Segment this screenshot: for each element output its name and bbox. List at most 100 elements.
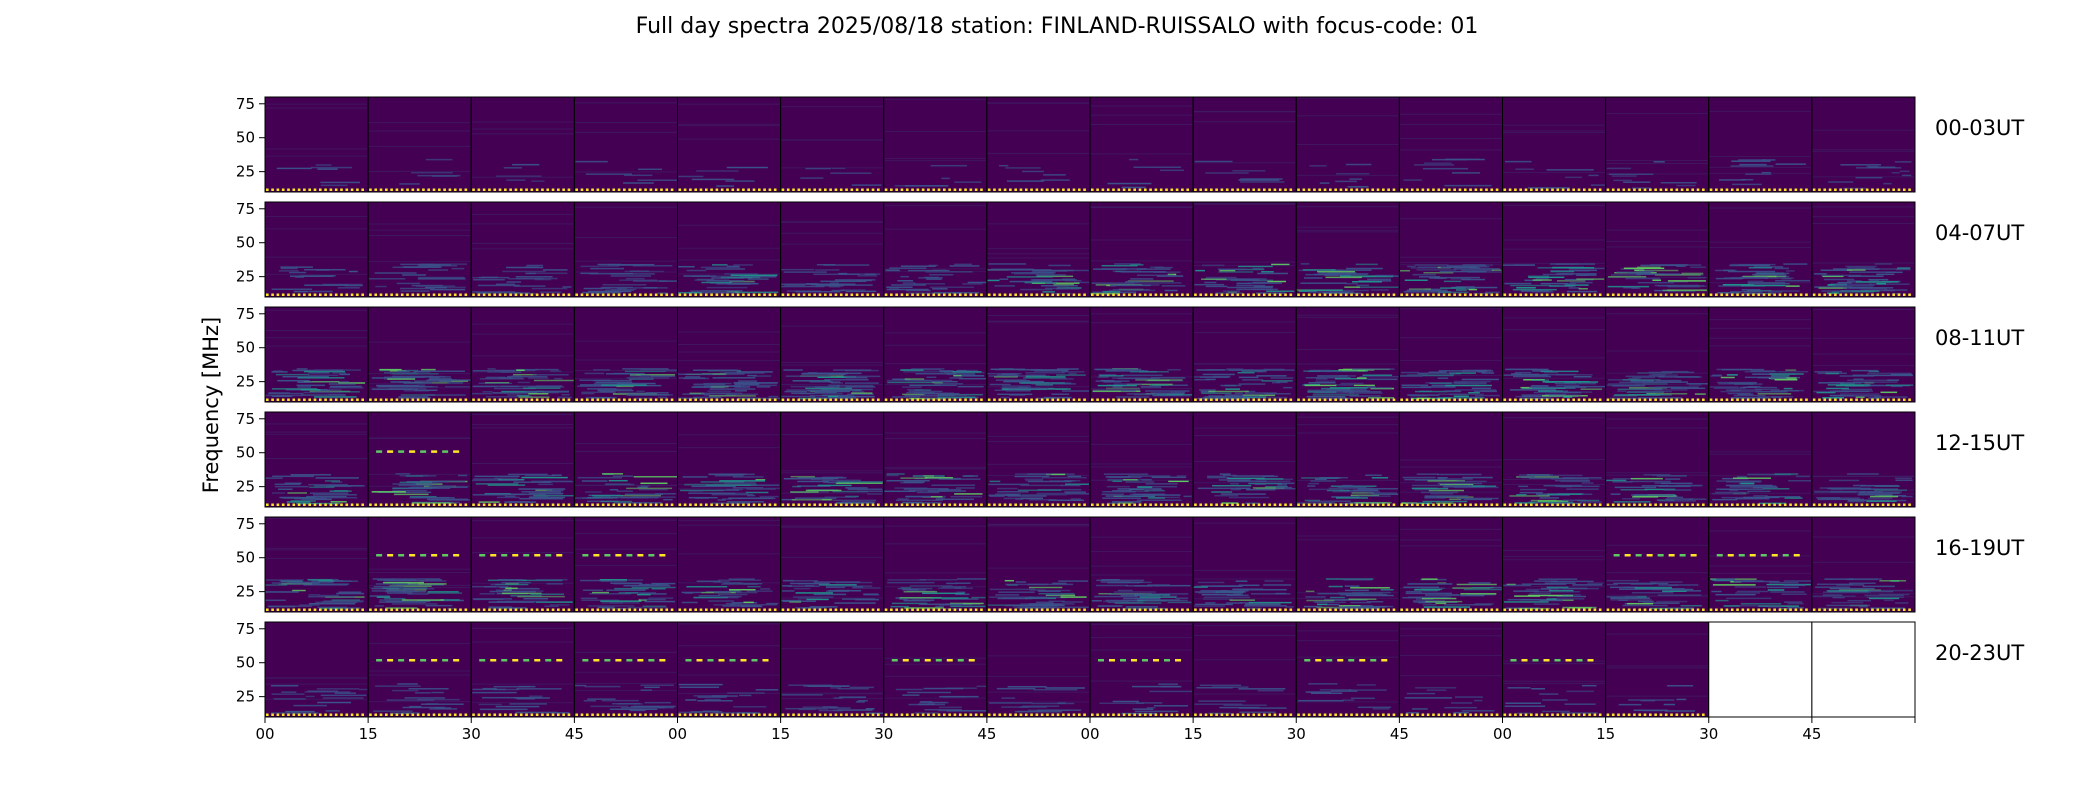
emission-streak	[1885, 384, 1914, 386]
calibration-dot	[1410, 293, 1414, 296]
calibration-dot	[1508, 608, 1512, 611]
calibration-dot	[705, 293, 708, 296]
interference-band	[376, 450, 383, 453]
calibration-dot	[557, 398, 560, 401]
emission-streak	[1753, 266, 1784, 268]
emission-streak	[299, 604, 320, 606]
emission-streak	[1613, 501, 1651, 503]
calibration-dot	[969, 188, 973, 191]
emission-streak	[390, 381, 411, 383]
panel-background	[1605, 97, 1709, 192]
interference-band	[512, 554, 519, 557]
emission-streak	[1335, 497, 1368, 499]
emission-streak	[391, 603, 438, 605]
emission-streak	[637, 593, 651, 596]
calibration-dot	[752, 503, 756, 506]
calibration-dot	[1329, 398, 1332, 401]
emission-streak	[518, 488, 566, 490]
calibration-dot	[1530, 188, 1533, 191]
spectra-panel	[1502, 306, 1607, 403]
emission-streak	[265, 599, 286, 602]
calibration-dot	[1231, 608, 1234, 611]
calibration-dot	[350, 398, 354, 401]
calibration-dot	[1720, 503, 1723, 506]
calibration-dot	[1686, 398, 1689, 401]
calibration-dot	[1633, 608, 1636, 611]
calibration-dot	[459, 608, 462, 611]
calibration-dot	[993, 398, 996, 401]
noise-line	[265, 228, 369, 230]
emission-streak	[411, 171, 453, 174]
calibration-dot	[422, 503, 425, 506]
noise-line	[986, 320, 1090, 322]
calibration-dot	[416, 188, 420, 191]
emission-streak	[513, 285, 546, 287]
emission-streak	[425, 286, 447, 289]
emission-streak	[1194, 603, 1233, 606]
calibration-dot	[379, 188, 383, 191]
calibration-dot	[1165, 293, 1168, 296]
calibration-dot	[1627, 503, 1631, 506]
calibration-dot	[1225, 188, 1229, 191]
calibration-dot	[866, 608, 870, 611]
emission-streak	[1564, 284, 1589, 286]
noise-line	[1811, 216, 1915, 218]
noise-line	[677, 488, 781, 490]
emission-streak	[1712, 374, 1722, 377]
calibration-dot	[438, 188, 441, 191]
emission-streak	[471, 479, 518, 482]
emission-streak	[1891, 171, 1900, 174]
calibration-dot	[974, 608, 978, 611]
panel-background	[1605, 412, 1709, 507]
noise-line	[1090, 260, 1194, 262]
calibration-dot	[1598, 503, 1602, 506]
emission-streak	[525, 272, 536, 275]
calibration-dot	[813, 188, 817, 191]
calibration-dot	[1138, 503, 1142, 506]
calibration-dot	[1887, 188, 1890, 191]
emission-streak	[1460, 593, 1497, 595]
calibration-dot	[1437, 293, 1441, 296]
emission-streak	[1266, 290, 1295, 293]
calibration-dot	[1649, 608, 1652, 611]
emission-streak	[634, 397, 653, 400]
emission-streak	[592, 494, 623, 497]
calibration-dot	[1405, 293, 1409, 296]
noise-line	[1811, 176, 1915, 178]
emission-streak	[1108, 476, 1142, 479]
emission-streak	[805, 489, 842, 492]
y-tick-label: 25	[236, 163, 255, 181]
calibration-dot	[1469, 293, 1472, 296]
calibration-dot	[303, 713, 306, 716]
noise-line	[471, 355, 575, 357]
emission-streak	[994, 389, 1031, 391]
emission-streak	[1129, 493, 1167, 496]
noise-line	[986, 567, 1090, 569]
calibration-dot	[1902, 503, 1906, 506]
emission-streak	[630, 496, 676, 498]
spectra-panel	[883, 96, 988, 193]
emission-streak	[685, 699, 697, 701]
calibration-dot	[1339, 188, 1343, 191]
emission-streak	[1605, 479, 1627, 482]
calibration-dot	[678, 503, 682, 506]
emission-streak	[606, 589, 646, 591]
calibration-dot	[400, 293, 404, 296]
emission-streak	[1219, 473, 1231, 475]
calibration-dot	[855, 398, 859, 401]
emission-streak	[1821, 497, 1860, 499]
emission-streak	[944, 607, 963, 610]
emission-streak	[828, 381, 841, 383]
emission-streak	[374, 272, 417, 274]
emission-streak	[1042, 291, 1055, 293]
calibration-dot	[1339, 608, 1343, 611]
calibration-dot	[921, 608, 925, 611]
emission-streak	[518, 685, 536, 688]
emission-streak	[1414, 390, 1448, 393]
noise-line	[368, 642, 472, 644]
emission-streak	[1437, 482, 1483, 485]
emission-streak	[478, 382, 513, 385]
emission-streak	[1627, 272, 1650, 274]
emission-streak	[987, 279, 1000, 282]
calibration-dot	[1865, 503, 1869, 506]
